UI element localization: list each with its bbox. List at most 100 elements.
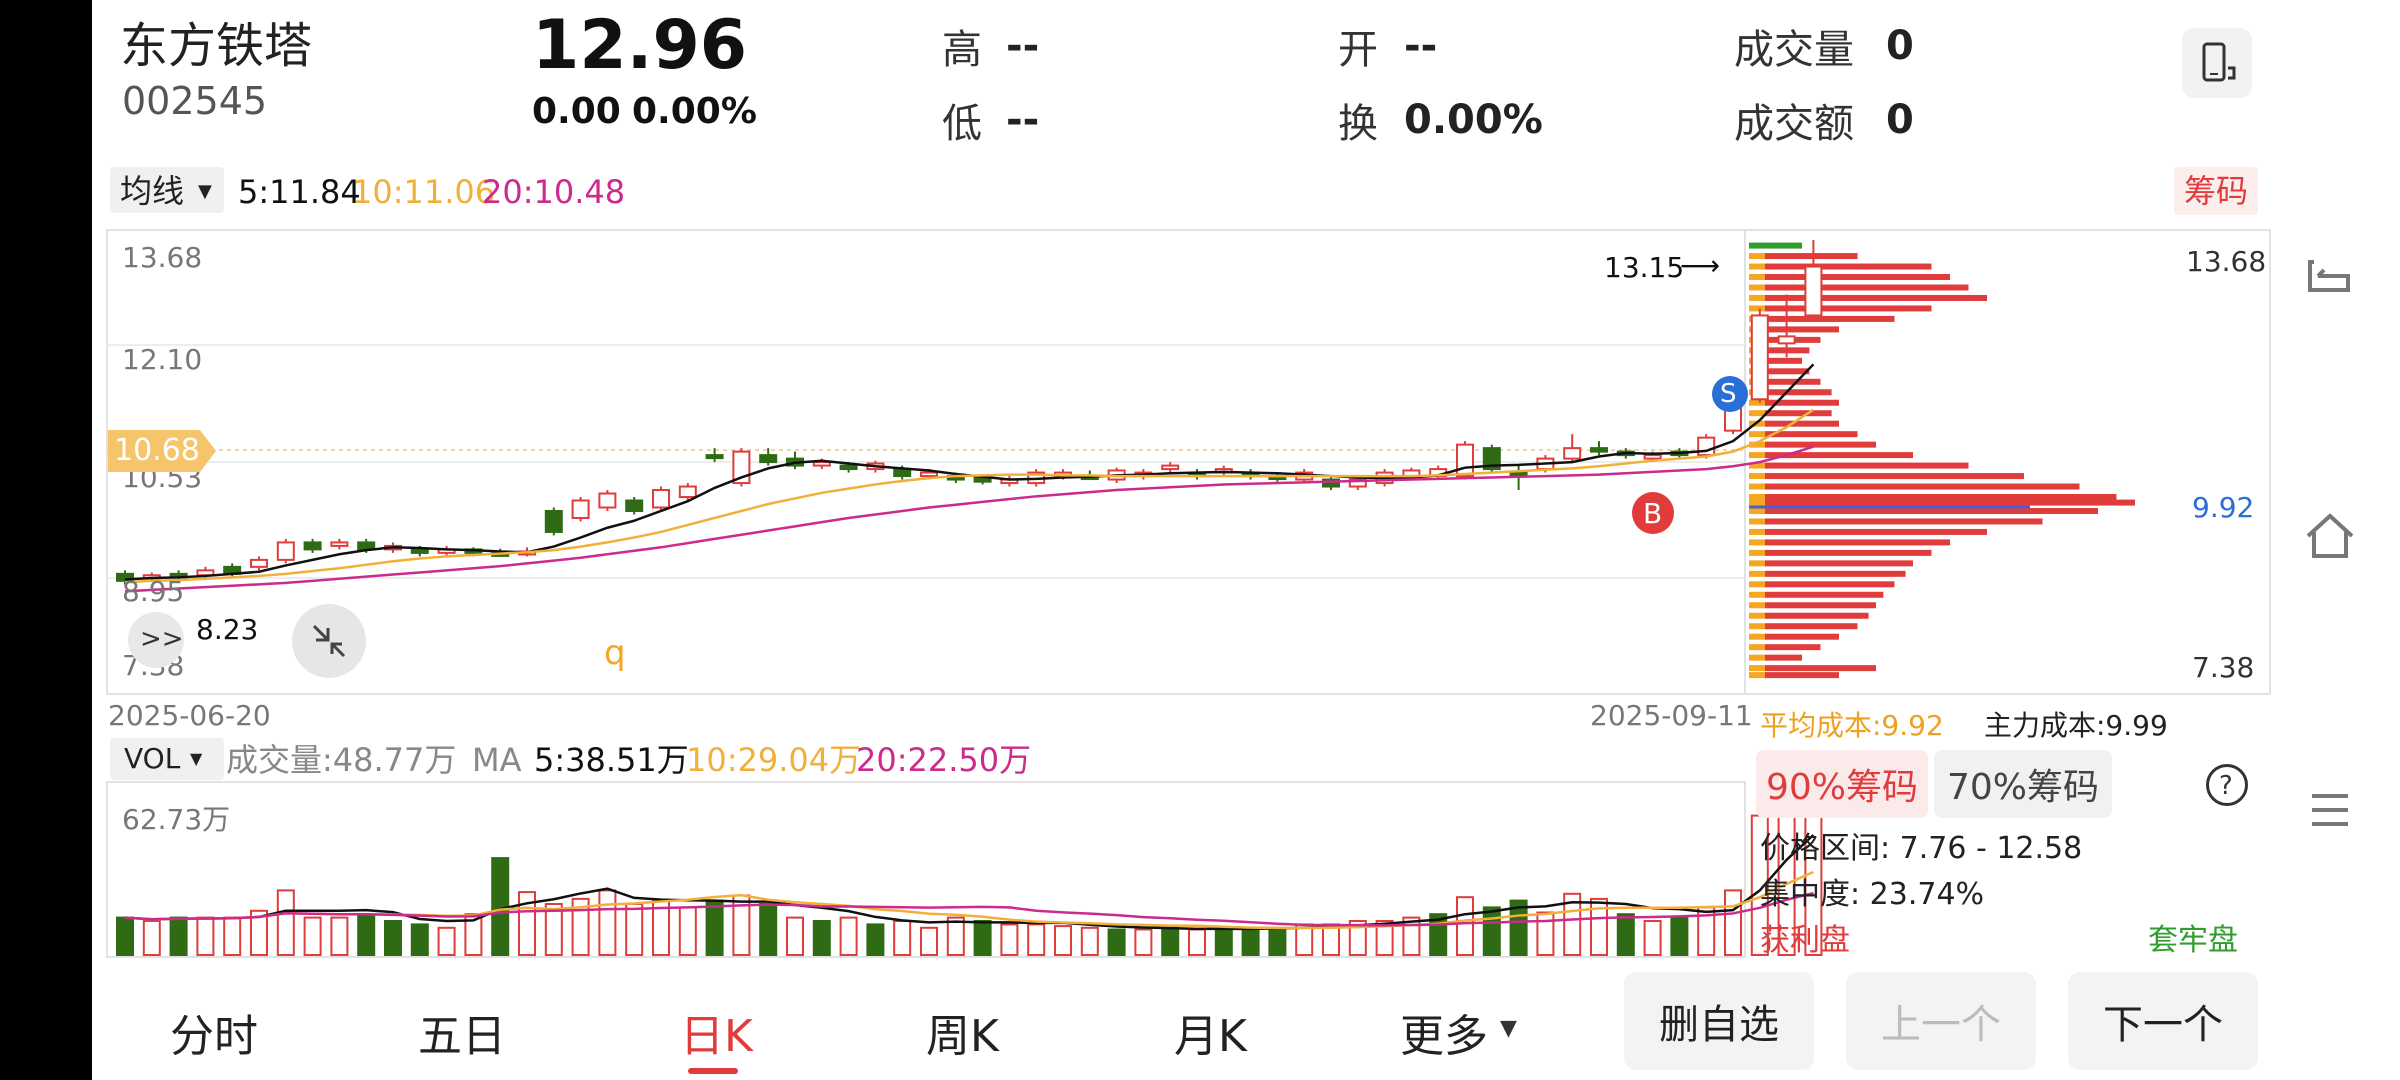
volume-bar <box>303 916 322 956</box>
stock-code: 002545 <box>122 79 268 123</box>
profit-label: 获利盘 <box>1760 923 1850 956</box>
arrow-right-icon: ⟶ <box>1680 249 1721 282</box>
volume-bar <box>1563 892 1582 956</box>
volume-bar <box>357 913 376 957</box>
chip-base-bar <box>1749 560 1765 567</box>
ma10-line <box>124 408 1815 584</box>
tab-monthly-k[interactable]: 月K <box>1174 1011 1247 1062</box>
sell-marker[interactable]: S <box>1712 376 1748 412</box>
chip-bar <box>1765 452 1913 459</box>
price-range: 价格区间: 7.76 - 12.58 <box>1760 831 2083 866</box>
y-label: 8.95 <box>122 575 185 608</box>
chip-bar <box>1765 473 2024 480</box>
buy-marker[interactable]: B <box>1632 492 1674 534</box>
candle <box>1750 308 1769 403</box>
vol-selector-label: VOL <box>124 742 181 775</box>
tab-more[interactable]: 更多 <box>1400 1011 1488 1062</box>
candle <box>1322 476 1340 491</box>
chips-avg-price: 9.92 <box>2192 491 2255 524</box>
volume-bar <box>812 920 831 956</box>
left-edge-bar <box>0 0 92 1080</box>
dropdown-arrow-icon: ▼ <box>190 749 203 768</box>
indicator-selector-label: 均线 <box>120 172 185 210</box>
volume-bar <box>544 903 563 956</box>
volume-bar <box>839 916 858 956</box>
volume-indicator-selector[interactable]: VOL ▼ <box>110 738 224 780</box>
trapped-label: 套牢盘 <box>2148 923 2238 956</box>
prev-stock-button[interactable]: 上一个 <box>1846 972 2036 1070</box>
chip-bar <box>1765 483 2080 490</box>
chip-base-bar <box>1749 654 1765 661</box>
volume-bar <box>223 916 242 956</box>
volume-bar <box>1080 926 1099 956</box>
candle <box>303 538 322 553</box>
volume-bar <box>1027 923 1046 957</box>
chip-bar <box>1765 326 1839 333</box>
chip-bar <box>1765 389 1832 396</box>
chip-base-bar <box>1749 581 1765 588</box>
volume-bar <box>1161 926 1180 956</box>
chip-bar <box>1765 462 1969 469</box>
start-date: 2025-06-20 <box>108 699 271 732</box>
tab-intraday[interactable]: 分时 <box>170 1011 258 1062</box>
price-change: 0.00 <box>532 91 621 132</box>
high-annotation: 13.15 <box>1604 251 1685 284</box>
tab-daily-k[interactable]: 日K <box>680 1011 753 1062</box>
volume-label: 成交量 <box>1734 27 1854 73</box>
next-stock-button[interactable]: 下一个 <box>2068 972 2258 1070</box>
chip-base-bar <box>1749 431 1765 438</box>
floating-letter: q <box>604 633 626 673</box>
volume-bar <box>598 889 617 957</box>
buy-marker-label: B <box>1643 497 1663 530</box>
chip-bar <box>1765 315 1895 322</box>
home-icon[interactable] <box>2300 506 2360 566</box>
tab-chips-90[interactable]: 90%筹码 <box>1756 750 1928 818</box>
remove-watchlist-button[interactable]: 删自选 <box>1624 972 1814 1070</box>
chips-button[interactable]: 筹码 <box>2174 167 2258 215</box>
open-value: -- <box>1404 23 1438 69</box>
chip-bar <box>1765 591 1884 598</box>
volume-bar <box>276 889 295 957</box>
chip-base-bar <box>1749 570 1765 577</box>
chip-bar <box>1765 263 1932 270</box>
chip-base-bar <box>1749 665 1765 672</box>
volume-bar <box>330 916 349 956</box>
landscape-toggle-button[interactable] <box>2182 28 2252 98</box>
chip-bar <box>1765 644 1821 651</box>
back-icon[interactable] <box>2300 250 2360 310</box>
candle <box>1000 476 1019 487</box>
chip-bar <box>1765 399 1839 406</box>
collapse-chart-button[interactable] <box>292 604 366 678</box>
chip-bar <box>1765 539 1950 546</box>
volume-bar <box>1724 889 1742 957</box>
chip-base-bar <box>1749 499 1765 506</box>
expand-button[interactable]: >> <box>128 612 184 668</box>
chip-bar <box>1765 242 1802 249</box>
chip-base-bar <box>1749 672 1765 679</box>
chip-base-bar <box>1749 549 1765 556</box>
chip-bar <box>1765 612 1869 619</box>
high-value: -- <box>1006 23 1040 69</box>
menu-icon[interactable] <box>2300 780 2360 840</box>
volume-bar <box>946 916 965 956</box>
tab-weekly-k[interactable]: 周K <box>926 1011 999 1062</box>
tab-chips-70[interactable]: 70%筹码 <box>1934 750 2112 818</box>
indicator-selector[interactable]: 均线 ▼ <box>110 167 224 213</box>
chip-bar <box>1765 357 1802 364</box>
volume-now: 成交量:48.77万 <box>226 741 457 779</box>
candle <box>1804 240 1823 319</box>
volume-bar <box>893 920 912 956</box>
ma20-line <box>124 445 1814 593</box>
chip-base-bar <box>1749 242 1765 249</box>
dropdown-arrow-icon: ▼ <box>198 181 212 202</box>
help-icon[interactable]: ? <box>2206 764 2248 806</box>
volume-bar <box>759 903 778 956</box>
turnover-value: 0.00% <box>1404 97 1543 143</box>
chip-bar <box>1765 654 1802 661</box>
chip-bar <box>1765 560 1913 567</box>
tab-five-day[interactable]: 五日 <box>418 1011 506 1062</box>
chip-bar <box>1765 623 1858 630</box>
low-annotation: 8.23 <box>196 613 259 646</box>
volume-bar <box>464 913 483 957</box>
chip-bar <box>1765 305 1932 312</box>
